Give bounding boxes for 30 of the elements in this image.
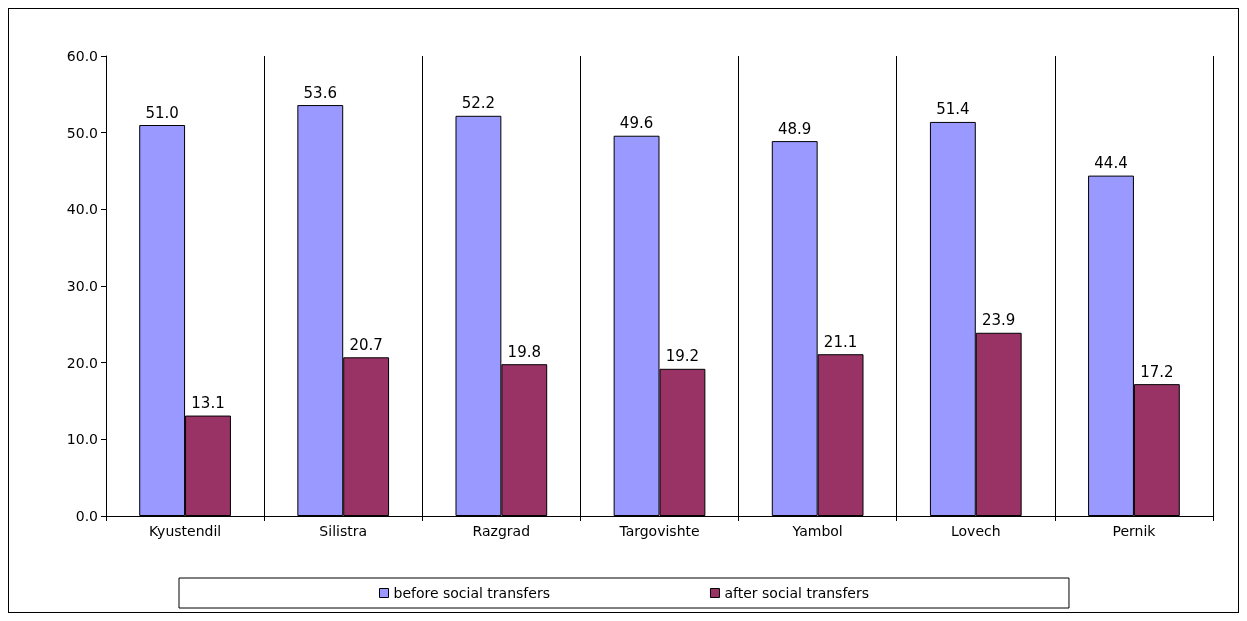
data-label: 51.0 — [145, 103, 179, 122]
x-tick-label: Yambol — [791, 523, 843, 539]
legend-label: before social transfers — [393, 585, 550, 601]
data-label: 51.4 — [936, 100, 970, 119]
y-tick-label: 20.0 — [66, 354, 98, 371]
x-tick-label: Targovishte — [618, 523, 700, 539]
data-label: 19.2 — [665, 347, 700, 366]
data-label: 48.9 — [778, 119, 812, 138]
y-tick-label: 0.0 — [75, 508, 98, 524]
y-tick-label: 30.0 — [66, 278, 98, 294]
data-label: 19.8 — [507, 342, 541, 361]
data-label: 53.6 — [303, 83, 337, 102]
data-label: 20.7 — [349, 335, 383, 354]
data-label: 44.4 — [1094, 154, 1128, 173]
y-tick-label: 40.0 — [66, 201, 98, 218]
legend-label: after social transfers — [724, 585, 869, 601]
y-tick-label: 60.0 — [66, 48, 98, 64]
x-tick-label: Kyustendil — [148, 523, 222, 539]
data-label: 52.2 — [461, 94, 496, 113]
data-label: 13.1 — [191, 394, 225, 413]
x-tick-label: Razgrad — [472, 523, 531, 539]
x-tick-label: Lovech — [950, 523, 1001, 539]
y-tick-label: 10.0 — [66, 431, 98, 448]
data-label: 49.6 — [619, 114, 654, 133]
y-tick-label: 50.0 — [66, 124, 98, 141]
x-tick-label: Pernik — [1112, 523, 1157, 539]
x-tick-label: Silistra — [319, 523, 368, 539]
data-label: 17.2 — [1140, 362, 1174, 381]
data-label: 21.1 — [823, 332, 858, 351]
data-label: 23.9 — [982, 311, 1016, 330]
